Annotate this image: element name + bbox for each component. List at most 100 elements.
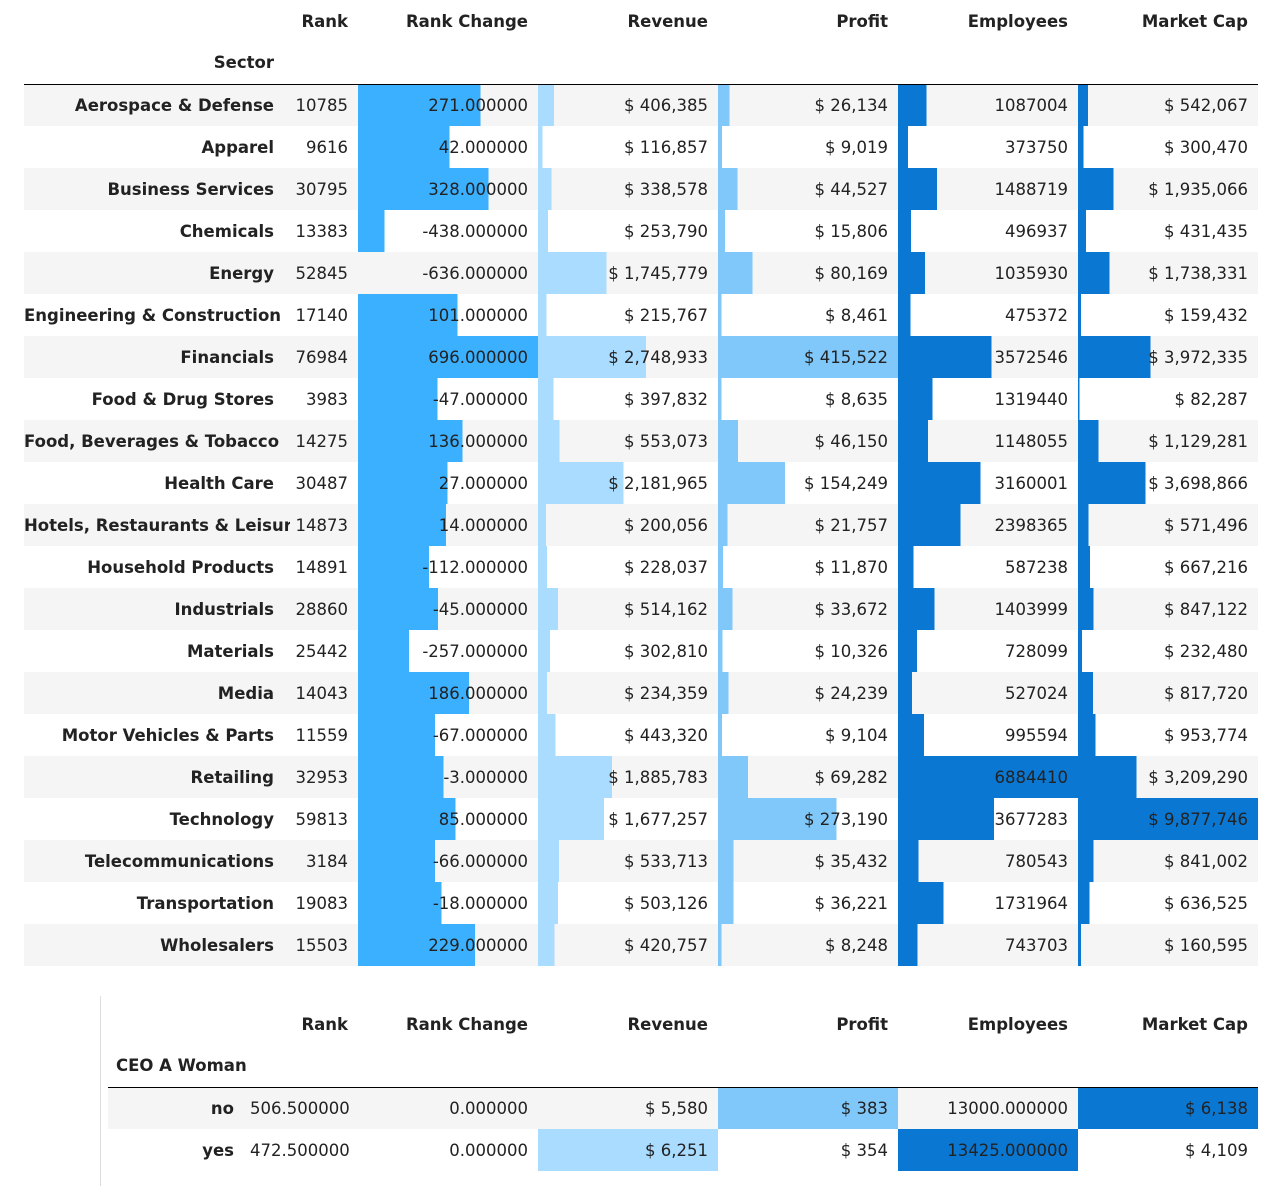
col-header-revenue[interactable]: Revenue — [627, 1014, 708, 1034]
cell-market-cap: $ 3,698,866 — [1078, 462, 1258, 504]
cell-market-cap: $ 159,432 — [1078, 294, 1258, 336]
table-row: Health Care 30487 27.000000 $ 2,181,965 $ 15… — [24, 462, 1258, 504]
table-row: Household Products 14891 -112.000000 $ 228,… — [24, 546, 1258, 588]
cell-employees: 1403999 — [898, 588, 1078, 630]
cell-market-cap: $ 3,209,290 — [1078, 756, 1258, 798]
col-header-rank[interactable]: Rank — [301, 11, 348, 31]
cell-revenue: $ 397,832 — [538, 378, 718, 420]
cell-revenue: $ 253,790 — [538, 210, 718, 252]
cell-market-cap: $ 300,470 — [1078, 126, 1258, 168]
cell-market-cap: $ 6,138 — [1078, 1087, 1258, 1129]
cell-rank-change: 27.000000 — [358, 462, 538, 504]
cell-revenue: $ 1,677,257 — [538, 798, 718, 840]
row-label: Hotels, Restaurants & Leisure — [24, 515, 290, 535]
blank-header — [108, 1003, 250, 1045]
cell-rank: 30795 — [295, 179, 349, 199]
col-header-employees[interactable]: Employees — [967, 11, 1068, 31]
cell-revenue: $ 2,748,933 — [538, 336, 718, 378]
cell-rank: 14043 — [295, 683, 349, 703]
sector-table: Rank Rank Change Revenue Profit Employee… — [24, 0, 1258, 966]
row-label: Energy — [209, 263, 274, 283]
index-name-ceo: CEO A Woman — [108, 1045, 250, 1088]
col-header-revenue[interactable]: Revenue — [627, 11, 708, 31]
cell-rank: 25442 — [295, 641, 349, 661]
table-row: Apparel 9616 42.000000 $ 116,857 $ 9,019 3737… — [24, 126, 1258, 168]
cell-revenue: $ 420,757 — [538, 924, 718, 966]
row-label: yes — [202, 1140, 234, 1160]
table-row: Materials 25442 -257.000000 $ 302,810 $ 10,3… — [24, 630, 1258, 672]
row-label: Industrials — [174, 599, 274, 619]
cell-rank: 19083 — [295, 893, 349, 913]
cell-rank-change: 14.000000 — [358, 504, 538, 546]
col-header-profit[interactable]: Profit — [836, 11, 888, 31]
cell-profit: $ 44,527 — [718, 168, 898, 210]
cell-rank: 52845 — [295, 263, 349, 283]
cell-profit: $ 15,806 — [718, 210, 898, 252]
cell-profit: $ 415,522 — [718, 336, 898, 378]
row-label: Engineering & Construction — [24, 305, 282, 325]
cell-rank-change: 271.000000 — [358, 84, 538, 126]
cell-revenue: $ 6,251 — [538, 1129, 718, 1171]
cell-employees: 728099 — [898, 630, 1078, 672]
cell-rank: 3184 — [306, 851, 348, 871]
cell-profit: $ 69,282 — [718, 756, 898, 798]
cell-revenue: $ 553,073 — [538, 420, 718, 462]
col-header-profit[interactable]: Profit — [836, 1014, 888, 1034]
cell-employees: 373750 — [898, 126, 1078, 168]
cell-employees: 475372 — [898, 294, 1078, 336]
cell-market-cap: $ 953,774 — [1078, 714, 1258, 756]
cell-employees: 13000.000000 — [947, 1098, 1068, 1118]
cell-rank-change: 0.000000 — [449, 1098, 528, 1118]
cell-employees: 6884410 — [898, 756, 1078, 798]
table-row: Motor Vehicles & Parts 11559 -67.000000 $ 4… — [24, 714, 1258, 756]
cell-profit: $ 35,432 — [718, 840, 898, 882]
table-row: Wholesalers 15503 229.000000 $ 420,757 $ 8,2… — [24, 924, 1258, 966]
row-label: no — [210, 1098, 234, 1118]
cell-rank-change: -47.000000 — [358, 378, 538, 420]
cell-profit: $ 24,239 — [718, 672, 898, 714]
cell-rank-change: -438.000000 — [358, 210, 538, 252]
row-label: Food, Beverages & Tobacco — [24, 431, 280, 451]
cell-market-cap: $ 1,129,281 — [1078, 420, 1258, 462]
cell-rank-change: 101.000000 — [358, 294, 538, 336]
cell-revenue: $ 5,580 — [645, 1098, 708, 1118]
cell-market-cap: $ 847,122 — [1078, 588, 1258, 630]
cell-rank-change: -45.000000 — [358, 588, 538, 630]
cell-market-cap: $ 9,877,746 — [1078, 798, 1258, 840]
col-header-employees[interactable]: Employees — [967, 1014, 1068, 1034]
cell-market-cap: $ 1,935,066 — [1078, 168, 1258, 210]
cell-revenue: $ 234,359 — [538, 672, 718, 714]
cell-employees: 587238 — [898, 546, 1078, 588]
col-header-market-cap[interactable]: Market Cap — [1141, 1014, 1248, 1034]
cell-rank: 59813 — [295, 809, 349, 829]
col-header-market-cap[interactable]: Market Cap — [1141, 11, 1248, 31]
row-label: Telecommunications — [84, 851, 274, 871]
col-header-rank-change[interactable]: Rank Change — [405, 11, 528, 31]
col-header-rank[interactable]: Rank — [301, 1014, 348, 1034]
cell-revenue: $ 116,857 — [538, 126, 718, 168]
table-row: Engineering & Construction 17140 101.00000… — [24, 294, 1258, 336]
cell-rank-change: 186.000000 — [358, 672, 538, 714]
row-label: Transportation — [136, 893, 274, 913]
cell-profit: $ 21,757 — [718, 504, 898, 546]
cell-rank-change: -112.000000 — [358, 546, 538, 588]
cell-profit: $ 8,635 — [718, 378, 898, 420]
col-header-rank-change[interactable]: Rank Change — [405, 1014, 528, 1034]
cell-market-cap: $ 1,738,331 — [1078, 252, 1258, 294]
row-label: Materials — [186, 641, 274, 661]
row-label: Apparel — [201, 137, 274, 157]
cell-rank-change: -18.000000 — [358, 882, 538, 924]
cell-rank-change: -66.000000 — [358, 840, 538, 882]
index-name-sector: Sector — [24, 42, 290, 85]
table-row: Food, Beverages & Tobacco 14275 136.000000… — [24, 420, 1258, 462]
cell-revenue: $ 1,885,783 — [538, 756, 718, 798]
cell-revenue: $ 533,713 — [538, 840, 718, 882]
cell-profit: $ 11,870 — [718, 546, 898, 588]
row-label: Retailing — [190, 767, 274, 787]
cell-revenue: $ 215,767 — [538, 294, 718, 336]
cell-employees: 2398365 — [898, 504, 1078, 546]
cell-market-cap: $ 160,595 — [1078, 924, 1258, 966]
cell-market-cap: $ 82,287 — [1078, 378, 1258, 420]
cell-revenue: $ 338,578 — [538, 168, 718, 210]
cell-market-cap: $ 4,109 — [1185, 1140, 1248, 1160]
